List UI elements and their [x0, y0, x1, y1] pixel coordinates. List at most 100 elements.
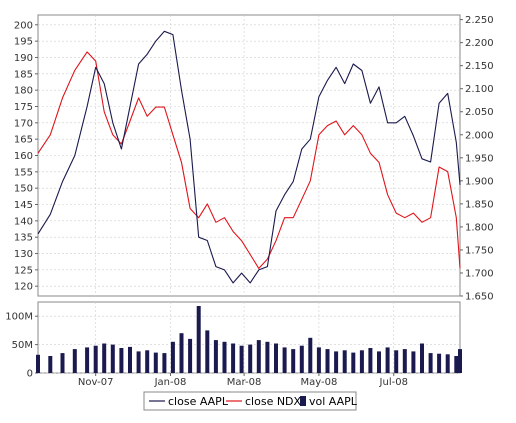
price-grid: [38, 15, 460, 296]
price-plot-area: [37, 14, 461, 297]
volume-bar: [368, 348, 373, 373]
volume-tick-label: 50M: [12, 340, 33, 351]
volume-bar: [342, 350, 347, 373]
ndx-tick-label: 2.200: [465, 38, 494, 49]
volume-bar: [385, 347, 390, 373]
volume-bar: [205, 330, 210, 373]
volume-bar: [325, 349, 330, 373]
volume-bar: [119, 348, 124, 373]
volume-bar: [213, 340, 218, 373]
price-tick-label: 135: [14, 233, 33, 244]
legend-label-ndx: close NDX: [245, 395, 302, 408]
volume-bar: [299, 345, 304, 373]
volume-bar: [93, 345, 98, 373]
volume-bar: [36, 354, 40, 373]
volume-bar: [274, 343, 278, 373]
volume-bar: [179, 333, 184, 373]
ndx-tick-label: 1.750: [465, 245, 494, 256]
price-tick-label: 195: [14, 37, 33, 48]
volume-bar: [256, 340, 261, 373]
ndx-axis-ticks: 1.650 1.700 1.750 1.800 1.850 1.900 1.950 2.000…: [460, 15, 494, 303]
volume-bar: [351, 352, 356, 373]
volume-bar: [454, 356, 459, 373]
volume-bar: [196, 306, 201, 373]
volume-bar: [222, 341, 227, 373]
volume-bar: [110, 344, 115, 373]
volume-bar: [437, 353, 442, 373]
volume-bar: [291, 349, 296, 373]
volume-bar: [316, 347, 321, 373]
price-tick-label: 185: [14, 69, 33, 80]
volume-bar: [60, 353, 65, 373]
series-lines: [37, 30, 461, 284]
volume-bar: [239, 345, 244, 373]
volume-bar: [85, 347, 90, 373]
ndx-tick-label: 1.950: [465, 153, 494, 164]
volume-bar: [458, 349, 462, 373]
legend-swatch-volume: [300, 396, 306, 406]
volume-bar: [428, 353, 433, 373]
volume-bars: [36, 306, 462, 373]
volume-tick-label: 0: [27, 369, 33, 380]
volume-bar: [394, 350, 399, 373]
volume-bar: [334, 351, 339, 373]
ndx-tick-label: 1.800: [465, 222, 494, 233]
volume-bar: [420, 343, 424, 373]
ndx-tick-label: 2.000: [465, 130, 494, 141]
price-tick-label: 165: [14, 135, 33, 146]
ndx-tick-label: 1.850: [465, 199, 494, 210]
price-tick-label: 175: [14, 102, 33, 113]
volume-bar: [359, 350, 364, 373]
ndx-tick-label: 2.150: [465, 61, 494, 72]
volume-bar: [162, 353, 167, 373]
legend-label-aapl: close AAPL: [168, 395, 229, 408]
volume-bar: [377, 351, 381, 373]
volume-bar: [445, 354, 450, 373]
volume-bar: [102, 343, 107, 373]
price-tick-label: 120: [14, 282, 33, 293]
price-axis-ticks: 120 125 130 135 140 145 150 155 160 165 170 175 180 1…: [14, 20, 38, 293]
price-tick-label: 200: [14, 20, 33, 31]
ndx-tick-label: 1.900: [465, 176, 494, 187]
x-tick-label: May-08: [301, 377, 338, 388]
volume-bar: [145, 350, 150, 373]
price-tick-label: 140: [14, 216, 33, 227]
ndx-tick-label: 1.700: [465, 268, 494, 279]
price-tick-label: 145: [14, 200, 33, 211]
legend: close AAPL close NDX vol AAPL: [143, 391, 358, 411]
ndx-tick-label: 2.100: [465, 84, 494, 95]
price-tick-label: 160: [14, 151, 33, 162]
volume-bar: [153, 352, 158, 373]
volume-bar: [48, 356, 53, 373]
legend-label-volume: vol AAPL: [309, 395, 358, 408]
x-tick-label: Jan-08: [154, 377, 187, 388]
volume-bar: [308, 337, 313, 373]
volume-bar: [265, 341, 270, 373]
price-tick-label: 125: [14, 265, 33, 276]
price-tick-label: 155: [14, 167, 33, 178]
volume-bar: [248, 344, 253, 373]
x-tick-label: Jul-08: [379, 377, 408, 388]
price-tick-label: 170: [14, 118, 33, 129]
volume-bar: [188, 338, 193, 373]
volume-bar: [231, 343, 236, 373]
ndx-tick-label: 2.250: [465, 15, 494, 26]
price-panel: 120 125 130 135 140 145 150 155 160 165 170 175 180 1…: [14, 14, 494, 303]
volume-bar: [136, 351, 141, 373]
aapl-close-line: [37, 30, 461, 284]
volume-bar: [72, 349, 77, 373]
volume-bar: [402, 349, 407, 373]
volume-bar: [282, 347, 287, 373]
price-tick-label: 190: [14, 53, 33, 64]
price-tick-label: 130: [14, 249, 33, 260]
x-tick-label: Nov-07: [78, 377, 114, 388]
x-axis-ticks: Nov-07 Jan-08 Mar-08 May-08 Jul-08: [78, 373, 408, 388]
volume-bar: [128, 346, 132, 373]
volume-bar: [170, 341, 175, 373]
ndx-tick-label: 1.650: [465, 292, 494, 303]
x-tick-label: Mar-08: [227, 377, 262, 388]
price-tick-label: 150: [14, 184, 33, 195]
volume-tick-label: 100M: [5, 312, 33, 323]
price-tick-label: 180: [14, 86, 33, 97]
